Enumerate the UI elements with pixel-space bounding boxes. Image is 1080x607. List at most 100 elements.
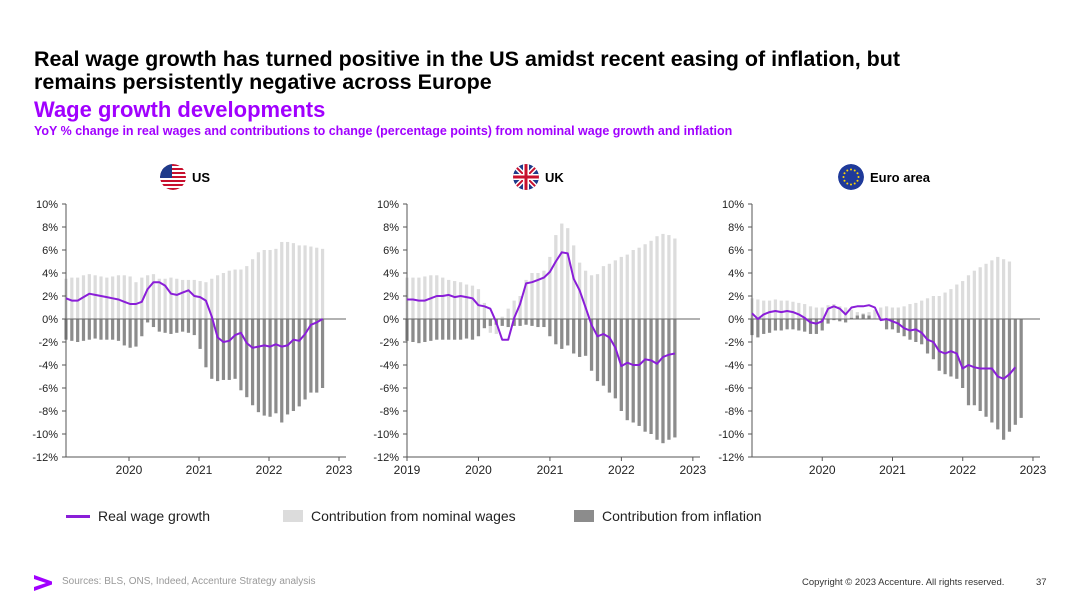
inflation-bar xyxy=(607,319,612,393)
inflation-bar xyxy=(990,319,994,423)
nominal-bar xyxy=(274,248,278,319)
y-tick-label: -4% xyxy=(379,360,399,372)
inflation-bar xyxy=(315,319,319,393)
nominal-bar xyxy=(157,278,161,319)
legend-real-wage: Real wage growth xyxy=(66,508,210,524)
nominal-bar xyxy=(832,304,836,319)
y-tick-label: -6% xyxy=(724,383,744,395)
inflation-bar xyxy=(87,319,91,340)
nominal-bar xyxy=(198,281,202,319)
inflation-bar xyxy=(589,319,594,371)
inflation-bar xyxy=(146,319,150,323)
inflation-bar xyxy=(320,319,325,388)
inflation-bar xyxy=(464,319,469,339)
y-tick-label: 0% xyxy=(383,314,399,326)
inflation-bar xyxy=(250,319,255,406)
y-tick-label: -2% xyxy=(724,337,744,349)
real-wage-line xyxy=(751,304,1017,380)
nominal-bar xyxy=(838,306,842,319)
inflation-bar xyxy=(631,319,635,423)
nominal-bar xyxy=(429,275,433,319)
inflation-bar xyxy=(536,319,540,328)
nominal-bar xyxy=(560,223,564,319)
nominal-bar xyxy=(169,277,173,319)
y-tick-label: -8% xyxy=(379,406,399,418)
y-tick-label: 2% xyxy=(383,291,399,303)
inflation-bar xyxy=(820,319,824,331)
inflation-bar xyxy=(773,319,778,331)
nominal-bar xyxy=(245,266,249,319)
inflation-bar xyxy=(814,319,818,334)
nominal-bar xyxy=(613,260,617,319)
inflation-bar xyxy=(93,319,97,339)
x-tick-label: 2023 xyxy=(680,463,707,477)
nominal-bar xyxy=(619,256,623,319)
nominal-bar xyxy=(494,319,498,334)
y-tick-label: -4% xyxy=(724,360,744,372)
inflation-bar xyxy=(81,319,86,341)
panel-header-euro: Euro area xyxy=(838,162,930,192)
nominal-bar xyxy=(423,276,427,319)
nominal-bar xyxy=(285,241,290,319)
nominal-bar xyxy=(820,307,824,319)
x-tick-label: 2023 xyxy=(326,463,353,477)
y-tick-label: 4% xyxy=(728,268,744,280)
real-wage-line xyxy=(65,281,324,349)
nominal-bar xyxy=(548,256,552,319)
inflation-bar xyxy=(797,319,801,331)
inflation-bar xyxy=(181,319,185,332)
inflation-bar xyxy=(661,319,665,444)
inflation-bar xyxy=(655,319,659,440)
nominal-bar xyxy=(210,278,214,319)
nominal-bar xyxy=(966,275,971,319)
nominal-bar xyxy=(105,277,109,319)
inflation-bar xyxy=(844,319,848,323)
panel-label-uk: UK xyxy=(545,169,564,185)
x-tick-label: 2021 xyxy=(186,463,213,477)
y-tick-label: -8% xyxy=(38,406,58,418)
inflation-bar xyxy=(116,319,121,341)
nominal-bar xyxy=(961,281,965,319)
nominal-bar xyxy=(867,312,871,319)
nominal-bar xyxy=(464,284,469,319)
inflation-bar xyxy=(134,319,138,347)
x-tick-label: 2022 xyxy=(608,463,635,477)
nominal-bar xyxy=(779,300,783,319)
inflation-bar xyxy=(896,319,900,333)
inflation-bar xyxy=(163,319,167,333)
inflation-bar xyxy=(625,319,629,421)
inflation-bar xyxy=(262,319,266,416)
inflation-bar xyxy=(280,319,284,423)
inflation-bar xyxy=(303,319,307,400)
inflation-bar xyxy=(972,319,976,406)
inflation-bar xyxy=(512,319,516,326)
inflation-bar xyxy=(411,319,415,342)
nominal-bar xyxy=(826,305,830,319)
nominal-bar xyxy=(908,304,912,319)
inflation-bar xyxy=(673,319,677,438)
nominal-bar xyxy=(655,236,659,319)
nominal-bar xyxy=(320,248,325,319)
inflation-bar xyxy=(637,319,641,426)
page-number: 37 xyxy=(1036,577,1047,588)
nominal-bar xyxy=(482,302,487,319)
inflation-bar xyxy=(309,319,313,393)
inflation-bar xyxy=(122,319,126,346)
inflation-bar xyxy=(925,319,930,354)
y-tick-label: 6% xyxy=(383,245,399,257)
inflation-bar xyxy=(518,319,522,326)
nominal-bar xyxy=(122,275,126,319)
nominal-bar xyxy=(512,300,516,319)
y-tick-label: -12% xyxy=(718,452,744,464)
inflation-bar xyxy=(435,319,439,340)
y-tick-label: -10% xyxy=(718,429,744,441)
panel-label-euro: Euro area xyxy=(870,169,930,185)
nominal-bar xyxy=(649,240,653,319)
nominal-bar xyxy=(762,300,766,319)
inflation-bar xyxy=(572,319,576,354)
inflation-bar xyxy=(506,319,510,328)
nominal-bar xyxy=(435,275,439,319)
inflation-bar xyxy=(931,319,935,360)
inflation-bar xyxy=(482,319,487,329)
inflation-bar xyxy=(613,319,617,399)
